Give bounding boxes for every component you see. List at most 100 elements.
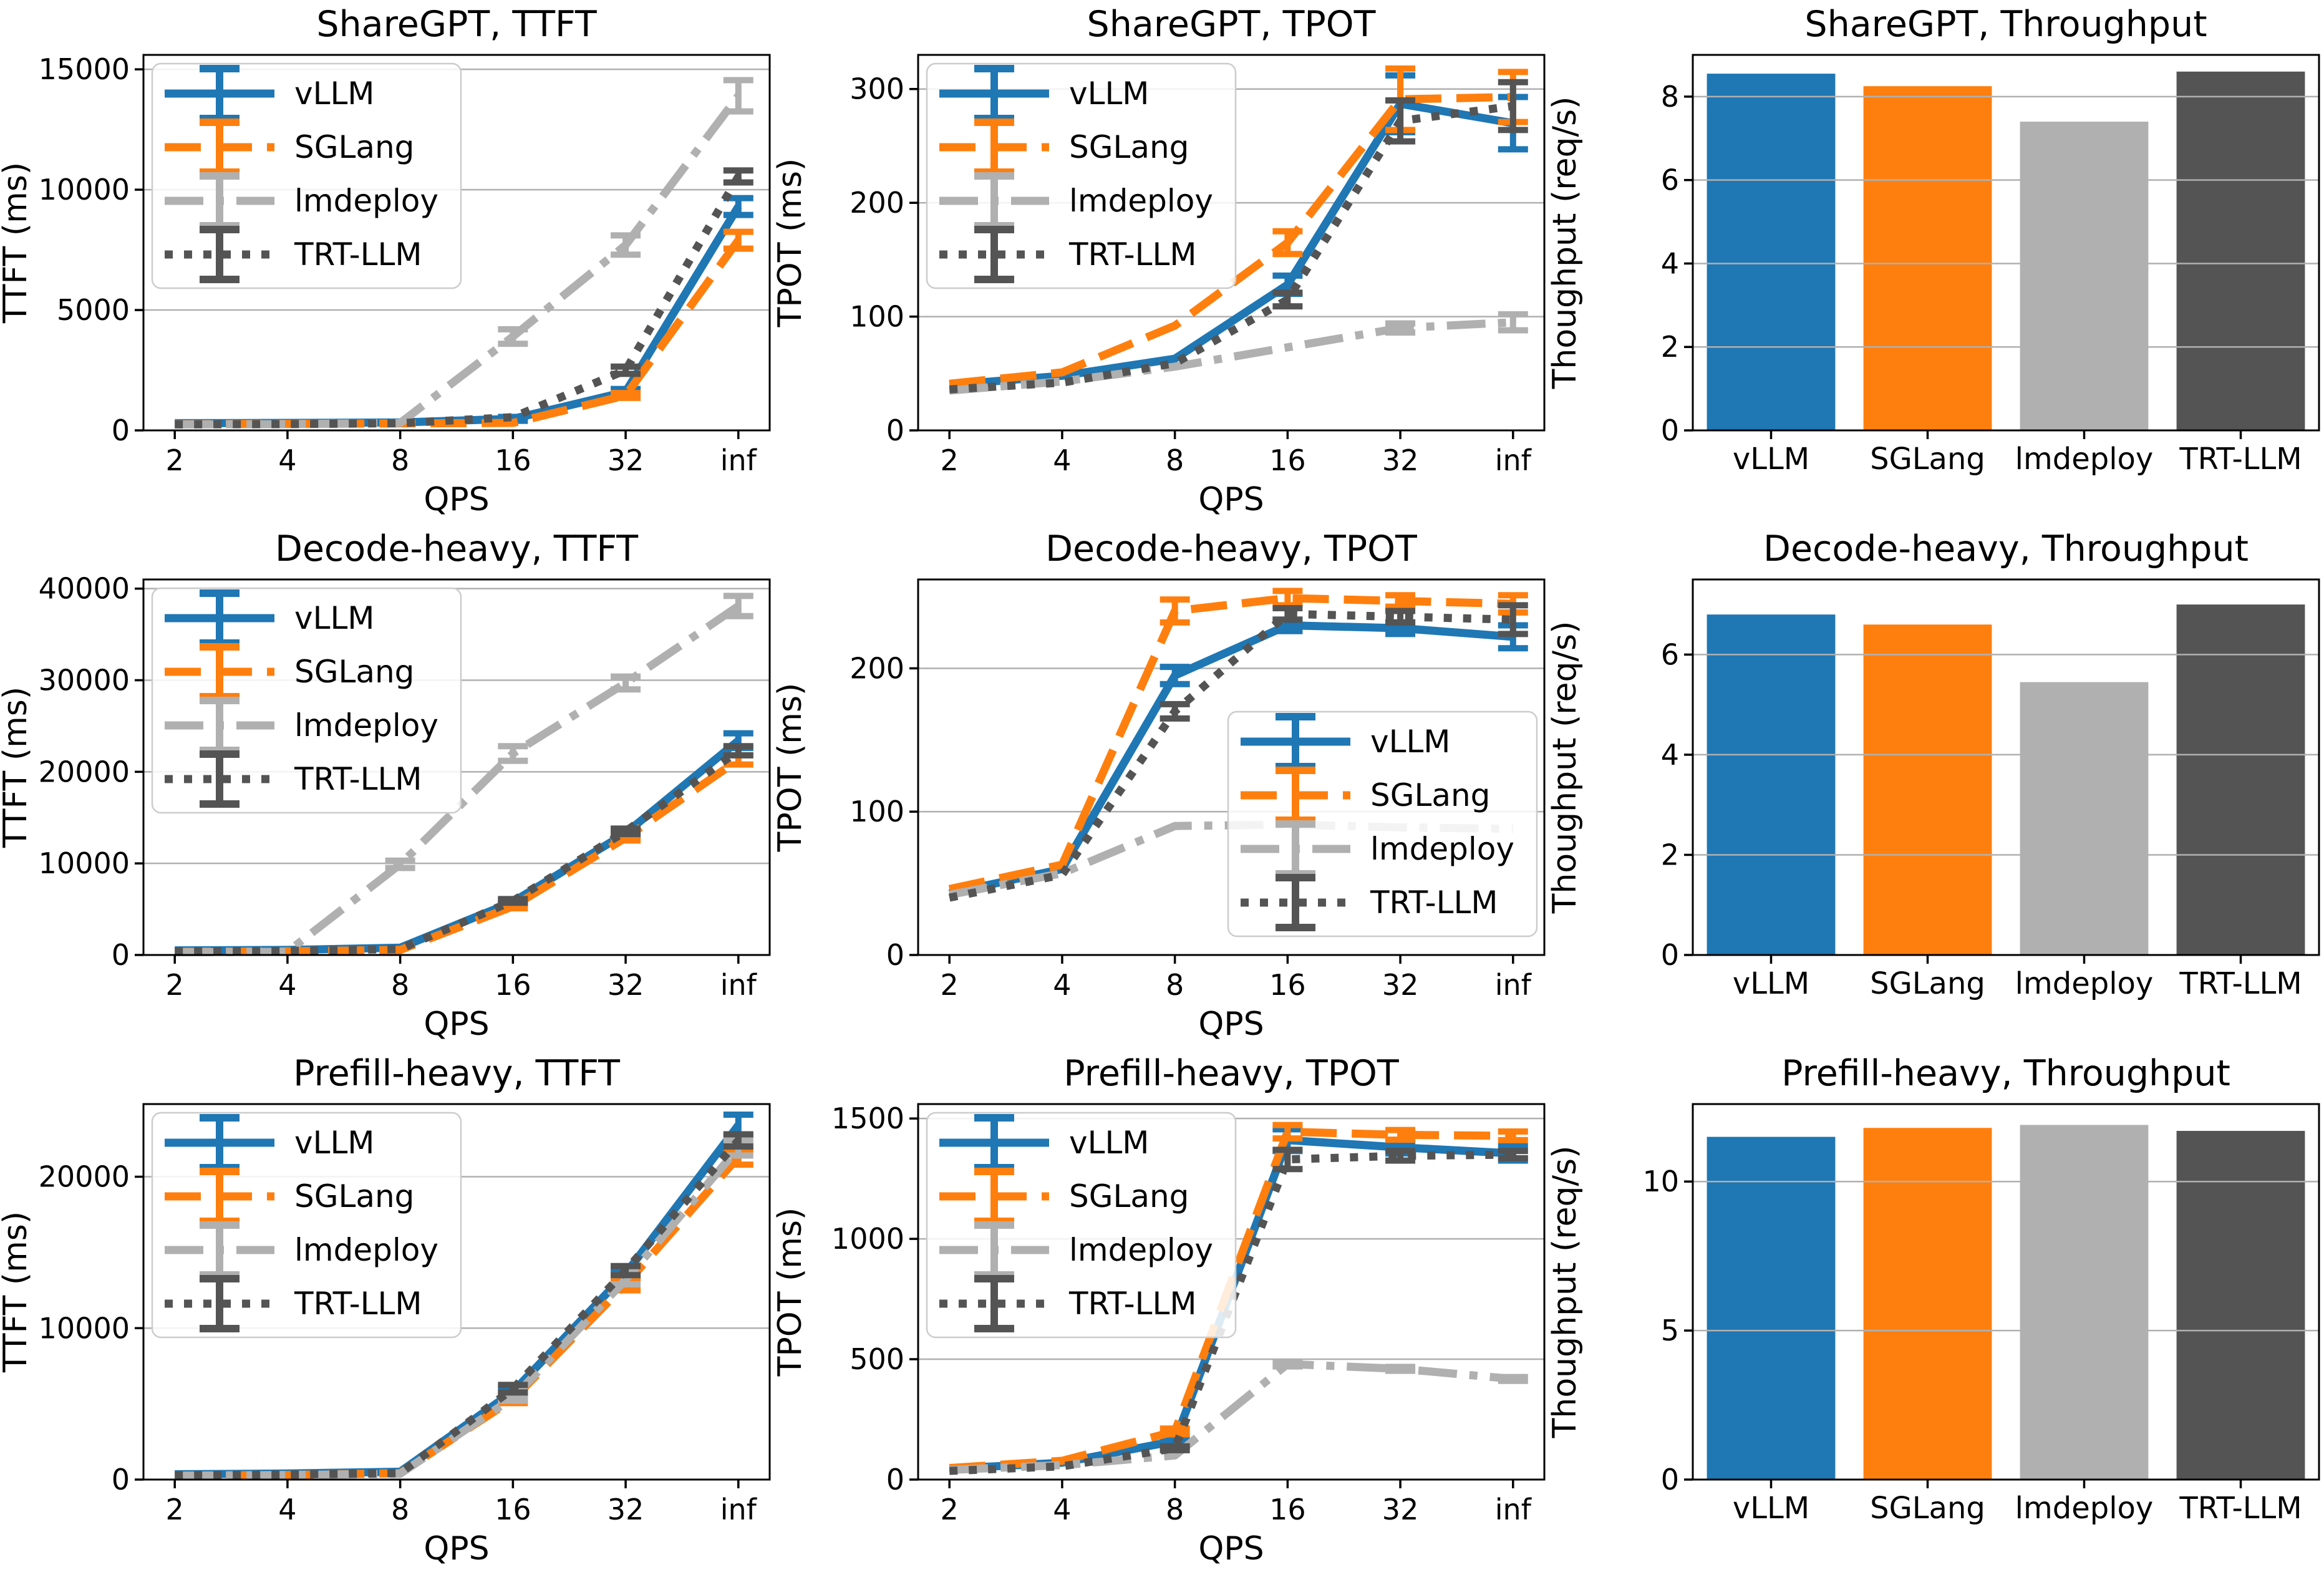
x-tick-label: 32 [608, 443, 644, 477]
y-tick-label: 20000 [39, 1160, 130, 1194]
x-category-label: TRT-LLM [2179, 1491, 2302, 1526]
bar-vLLM [1707, 1136, 1836, 1480]
y-tick-label: 10000 [39, 173, 130, 206]
bar-vLLM [1707, 74, 1836, 431]
legend-entry-TRT-LLM: TRT-LLM [939, 226, 1197, 283]
y-tick-label: 0 [1661, 1463, 1679, 1496]
legend: vLLM SGLang lmdeploy TRT-LLM [151, 62, 462, 289]
legend-label: lmdeploy [294, 1232, 438, 1268]
y-tick-label: 300 [850, 72, 904, 106]
x-tick-label: 16 [495, 968, 531, 1002]
x-tick-label: 8 [391, 968, 409, 1002]
y-axis-label: TTFT (ms) [0, 1211, 34, 1373]
y-tick-label: 10000 [39, 846, 130, 880]
y-tick-label: 0 [112, 1463, 130, 1496]
plot-frame [1692, 54, 2320, 432]
series-line-SGLang [175, 756, 741, 956]
x-axis: vLLM SGLang lmdeploy TRT-LLM [1733, 430, 2302, 477]
x-tick-label: 2 [941, 968, 959, 1002]
y-tick-label: 4 [1661, 246, 1679, 280]
legend-label: SGLang [1069, 1178, 1189, 1214]
decode-heavy-ttft-svg: 0 10000 20000 30000 40000 TTFT (ms) Decode-hea… [0, 528, 771, 1043]
x-tick-label: 4 [278, 443, 296, 477]
x-tick-label: inf [1495, 443, 1532, 477]
y-tick-label: 6 [1661, 163, 1679, 197]
bar-lmdeploy [2020, 1125, 2149, 1480]
x-tick-label: 8 [1166, 968, 1184, 1002]
x-tick-label: 16 [1269, 968, 1306, 1002]
chart-sharegpt-tpot: 0 100 200 300 TPOT (ms) ShareGPT, TPOT 2 4 8 16 32… [775, 0, 1549, 525]
y-tick-label: 0 [1661, 414, 1679, 447]
series-line-TRT-LLM [175, 1138, 742, 1480]
legend-label: TRT-LLM [1068, 1286, 1197, 1322]
y-axis-label: TTFT (ms) [0, 162, 34, 324]
chart-title: ShareGPT, TTFT [316, 4, 597, 45]
bar-lmdeploy [2020, 682, 2149, 955]
legend-label: vLLM [294, 1125, 374, 1161]
legend-label: TRT-LLM [1068, 236, 1197, 273]
legend-label: vLLM [294, 600, 374, 636]
y-tick-label: 200 [850, 186, 904, 220]
plot-frame [142, 54, 771, 432]
legend-label: SGLang [1370, 777, 1490, 813]
legend-label: lmdeploy [1370, 831, 1514, 867]
y-tick-label: 4 [1661, 738, 1679, 772]
x-tick-label: 2 [941, 443, 959, 477]
y-tick-label: 2 [1661, 838, 1679, 871]
x-axis-label: QPS [424, 481, 489, 518]
x-axis: 2 4 8 16 32 inf QPS [941, 430, 1532, 518]
legend-entry-vLLM: vLLM [165, 1114, 374, 1171]
x-category-label: vLLM [1733, 966, 1809, 1001]
x-tick-label: 4 [1053, 968, 1071, 1002]
x-category-label: lmdeploy [2015, 1491, 2154, 1526]
legend-entry-TRT-LLM: TRT-LLM [939, 1275, 1197, 1332]
y-tick-label: 8 [1661, 80, 1679, 114]
x-tick-label: inf [1495, 968, 1532, 1002]
series-line-lmdeploy [949, 318, 1514, 395]
plot-frame [917, 578, 1546, 956]
y-tick-label: 0 [886, 938, 904, 972]
x-tick-label: 32 [608, 968, 644, 1002]
legend-entry-SGLang: SGLang [939, 119, 1189, 176]
gridlines [1693, 95, 2319, 432]
series-line-TRT-LLM [948, 609, 1513, 902]
x-tick-label: 16 [495, 1493, 531, 1526]
bar-TRT-LLM [2176, 71, 2305, 430]
y-tick-label: 100 [850, 300, 904, 334]
plot-frame [1692, 1103, 2320, 1481]
legend-label: vLLM [1069, 75, 1149, 112]
prefill-heavy-throughput-svg: 0 5 10 Thoughput (req/s) Prefill-heavy, Thro… [1549, 1053, 2320, 1526]
series-line-lmdeploy [175, 93, 742, 429]
chart-decode-heavy-ttft: 0 10000 20000 30000 40000 TTFT (ms) Decode-hea… [0, 525, 775, 1049]
axes: 0 500 1000 1500 TPOT (ms) Prefill-heavy, TPOT [775, 1053, 1546, 1496]
x-axis-label: QPS [1198, 1530, 1264, 1568]
x-tick-label: 8 [391, 1493, 409, 1526]
axes: 0 5000 10000 15000 TTFT (ms) ShareGPT, TTFT [0, 4, 771, 447]
y-tick-label: 15000 [39, 52, 130, 86]
legend: vLLM SGLang lmdeploy TRT-LLM [151, 1112, 462, 1339]
series-TRT-LLM [175, 167, 753, 429]
legend-label: TRT-LLM [294, 236, 422, 273]
series-TRT-LLM [175, 1131, 753, 1480]
series-line-SGLang [948, 594, 1513, 893]
legend-entry-TRT-LLM: TRT-LLM [1241, 874, 1498, 931]
y-tick-label: 5 [1661, 1314, 1679, 1347]
x-axis-label: QPS [424, 1530, 489, 1568]
x-tick-label: inf [1495, 1493, 1532, 1526]
series-lmdeploy [949, 311, 1528, 395]
x-axis: 2 4 8 16 32 inf QPS [166, 955, 758, 1043]
chart-prefill-heavy-tpot: 0 500 1000 1500 TPOT (ms) Prefill-heavy, TPOT… [775, 1049, 1549, 1574]
y-axis-label: TPOT (ms) [775, 683, 809, 853]
y-tick-label: 1000 [831, 1222, 904, 1256]
x-tick-label: 4 [278, 1493, 296, 1526]
plot-frame [1692, 578, 2320, 956]
prefill-heavy-tpot-svg: 0 500 1000 1500 TPOT (ms) Prefill-heavy, TPOT… [775, 1053, 1546, 1568]
x-axis: 2 4 8 16 32 inf QPS [941, 1480, 1532, 1568]
y-tick-label: 10000 [39, 1311, 130, 1345]
legend-entry-lmdeploy: lmdeploy [165, 1221, 438, 1279]
x-category-label: SGLang [1870, 966, 1985, 1001]
y-tick-label: 20000 [39, 755, 130, 788]
legend: vLLM SGLang lmdeploy TRT-LLM [926, 62, 1237, 289]
series-lmdeploy [949, 1358, 1528, 1475]
bar-TRT-LLM [2176, 1131, 2305, 1480]
